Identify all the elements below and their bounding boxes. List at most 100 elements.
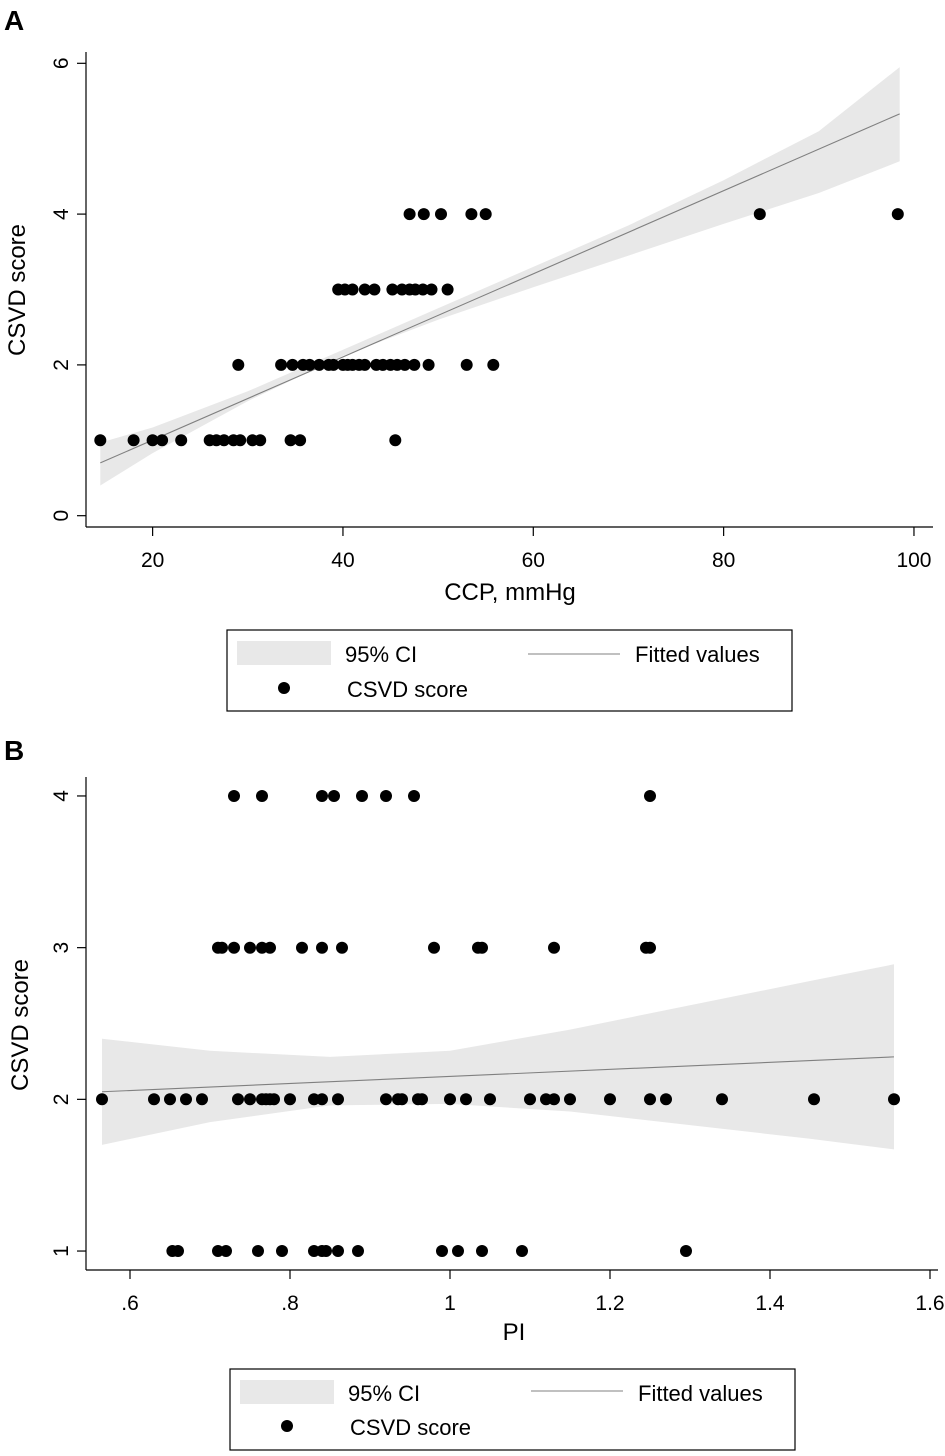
panel-a-data-point [487, 358, 500, 371]
panel-b-data-point [264, 941, 276, 954]
panel-b-data-point [96, 1093, 108, 1106]
panel-a-data-point [94, 434, 107, 447]
panel-b-data-point [548, 941, 560, 954]
panel-a-points [94, 208, 904, 447]
panel-b-y-tick-label: 4 [50, 790, 73, 802]
panel-b-data-point [644, 1093, 656, 1106]
panel-b-data-point [380, 790, 392, 802]
panel-a-legend: 95% CI Fitted values CSVD score [226, 629, 793, 712]
panel-a-y-tick-label: 6 [50, 57, 73, 69]
panel-a-data-point [303, 358, 316, 371]
panel-a-legend-fit-label: Fitted values [635, 642, 760, 667]
panel-b-points [96, 790, 900, 1257]
panel-a-y-tick-label: 4 [50, 208, 73, 220]
panel-b-legend-ci-label: 95% CI [348, 1381, 420, 1406]
panel-b-data-point [888, 1093, 900, 1106]
panel-b-data-point [476, 941, 488, 954]
panel-a-data-point [422, 358, 435, 371]
panel-b-legend: 95% CI Fitted values CSVD score [229, 1368, 796, 1451]
panel-b-data-point [320, 1245, 332, 1257]
panel-a-x-tick-label: 100 [896, 549, 931, 572]
panel-b-data-point [220, 1245, 232, 1257]
panel-a-data-point [286, 358, 299, 371]
panel-a-data-point [232, 358, 245, 371]
panel-b-data-point [332, 1245, 344, 1257]
panel-a-data-point [146, 434, 159, 447]
panel-a-data-point [234, 434, 247, 447]
panel-b-data-point [180, 1093, 192, 1106]
panel-b: B .6 .8 1 1.2 1.4 1.6 1 2 3 4 PI CSVD score 95% C… [4, 735, 945, 1451]
panel-b-data-point [644, 790, 656, 802]
panel-b-data-point [660, 1093, 672, 1106]
panel-b-legend-ci-swatch [240, 1380, 334, 1404]
panel-a-data-point [386, 283, 399, 296]
panel-b-data-point [316, 941, 328, 954]
panel-a-data-point [284, 434, 297, 447]
panel-b-data-point [228, 790, 240, 802]
panel-a-legend-points-label: CSVD score [347, 677, 468, 702]
panel-b-data-point [328, 790, 340, 802]
panel-a-data-point [389, 434, 402, 447]
panel-b-data-point [316, 1093, 328, 1106]
panel-a-data-point [417, 208, 430, 221]
panel-b-data-point [256, 790, 268, 802]
panel-a-data-point [460, 358, 473, 371]
panel-a-data-point [891, 208, 904, 221]
panel-b-data-point [808, 1093, 820, 1106]
panel-b-data-point [228, 941, 240, 954]
panel-b-x-tick-label: 1.6 [915, 1292, 944, 1315]
panel-a-data-point [479, 208, 492, 221]
panel-b-data-point [716, 1093, 728, 1106]
panel-b-data-point [436, 1245, 448, 1257]
panel-a-data-point [368, 283, 381, 296]
panel-a-x-axis-label: CCP, mmHg [444, 579, 576, 606]
panel-a-y-axis-label: CSVD score [4, 224, 31, 356]
panel-b-x-tick-label: .6 [121, 1292, 139, 1315]
panel-a-data-point [435, 208, 447, 221]
panel-b-y-axis-label: CSVD score [7, 959, 34, 1091]
panel-a-x-tick-label: 60 [522, 549, 545, 572]
panel-b-data-point [644, 941, 656, 954]
panel-b-data-point [476, 1245, 488, 1257]
panel-b-data-point [524, 1093, 536, 1106]
panel-a-y-tick-label: 0 [50, 510, 73, 522]
panel-a-data-point [416, 283, 429, 296]
panel-a-legend-ci-swatch [237, 641, 331, 665]
panel-b-x-tick-label: 1.2 [595, 1292, 624, 1315]
panel-b-data-point [232, 1093, 244, 1106]
panel-b-data-point [548, 1093, 560, 1106]
panel-a-x-tick-label: 20 [141, 549, 164, 572]
panel-b-data-point [332, 1093, 344, 1106]
panel-b-data-point [356, 790, 368, 802]
panel-a-data-point [403, 208, 416, 221]
panel-a-data-point [358, 358, 371, 371]
panel-b-x-tick-label: .8 [281, 1292, 299, 1315]
panel-a-data-point [346, 283, 359, 296]
panel-b-data-point [444, 1093, 456, 1106]
panel-b-x-tick-label: 1.4 [755, 1292, 785, 1315]
panel-a-data-point [218, 434, 230, 447]
panel-a-data-point [398, 358, 411, 371]
panel-b-data-point [484, 1093, 496, 1106]
panel-b-data-point [564, 1093, 576, 1106]
panel-b-data-point [276, 1245, 288, 1257]
panel-a-data-point [327, 358, 340, 371]
panel-b-data-point [244, 1093, 256, 1106]
panel-a-x-tick-label: 80 [712, 549, 735, 572]
panel-a-data-point [425, 283, 438, 296]
panel-b-data-point [244, 941, 256, 954]
panel-b-data-point [216, 941, 228, 954]
panel-a-x-tick-label: 40 [331, 549, 354, 572]
panel-b-data-point [396, 1093, 408, 1106]
panel-a-ticks: 20 40 60 80 100 0 2 4 6 [50, 57, 931, 572]
panel-b-legend-fit-label: Fitted values [638, 1381, 763, 1406]
panel-b-data-point [352, 1245, 364, 1257]
panel-b-data-point [516, 1245, 528, 1257]
panel-b-data-point [408, 790, 420, 802]
panel-b-ci-band [102, 964, 894, 1150]
panel-b-data-point [316, 790, 328, 802]
panel-a-legend-ci-label: 95% CI [345, 642, 417, 667]
panel-b-data-point [284, 1093, 296, 1106]
panel-b-legend-point-marker [281, 1420, 293, 1432]
panel-a: A 20 40 60 80 100 0 2 4 6 CCP, mmHg CSVD score 9… [4, 5, 933, 712]
